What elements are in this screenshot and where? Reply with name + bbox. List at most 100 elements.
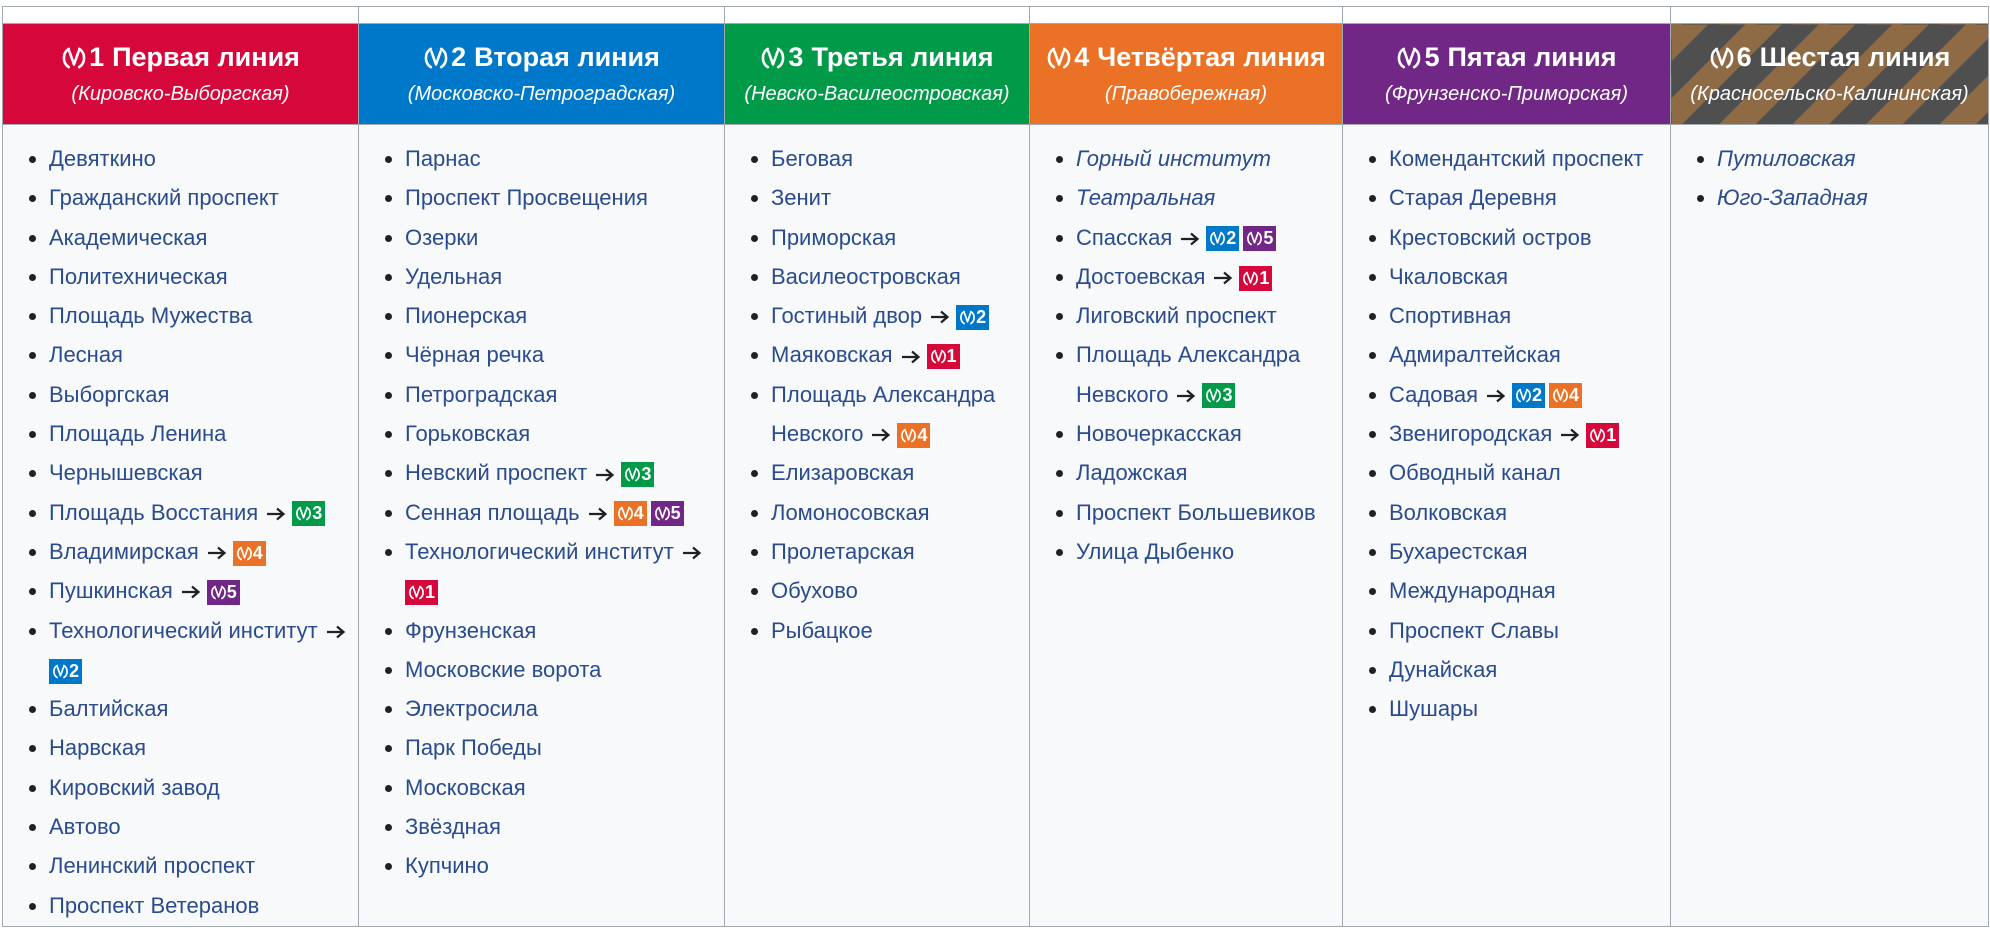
station-link[interactable]: Проспект Большевиков — [1076, 499, 1316, 525]
station-item: Комендантский проспект — [1389, 139, 1670, 178]
station-link[interactable]: Международная — [1389, 578, 1556, 604]
station-link[interactable]: Купчино — [405, 853, 489, 879]
station-link[interactable]: Площадь Ленина — [49, 421, 227, 447]
station-link[interactable]: Пролетарская — [771, 538, 915, 564]
station-link[interactable]: Площадь Александра Невского — [1076, 342, 1301, 407]
station-link[interactable]: Улица Дыбенко — [1076, 538, 1235, 564]
station-link[interactable]: Садовая — [1389, 381, 1479, 407]
transfer-badge: 2 — [49, 658, 83, 684]
station-link[interactable]: Московские ворота — [405, 656, 602, 682]
station-link[interactable]: Старая Деревня — [1389, 185, 1557, 211]
station-link[interactable]: Маяковская — [771, 342, 893, 368]
station-link[interactable]: Гостиный двор — [771, 303, 923, 329]
station-link[interactable]: Юго-Западная — [1717, 185, 1868, 211]
station-link[interactable]: Политехническая — [49, 263, 228, 289]
line-name: Шестая линия — [1759, 42, 1951, 72]
station-link[interactable]: Путиловская — [1717, 146, 1856, 171]
transfer-line-number: 4 — [633, 503, 644, 524]
station-link[interactable]: Адмиралтейская — [1389, 342, 1561, 368]
station-link[interactable]: Фрунзенская — [405, 617, 537, 643]
station-link[interactable]: Звенигородская — [1389, 421, 1553, 447]
station-link[interactable]: Девяткино — [49, 146, 156, 171]
station-link[interactable]: Обухово — [771, 578, 858, 604]
station-item: Проспект Просвещения — [405, 178, 724, 217]
station-item: Нарвская — [49, 728, 358, 767]
station-link[interactable]: Пионерская — [405, 303, 528, 329]
station-link[interactable]: Театральная — [1076, 185, 1216, 211]
station-link[interactable]: Сенная площадь — [405, 499, 580, 525]
station-link[interactable]: Технологический институт — [49, 617, 318, 643]
station-link[interactable]: Волковская — [1389, 499, 1508, 525]
station-link[interactable]: Проспект Славы — [1389, 617, 1559, 643]
station-link[interactable]: Спортивная — [1389, 303, 1512, 329]
station-item: Проспект Ветеранов — [49, 886, 358, 925]
station-link[interactable]: Рыбацкое — [771, 617, 873, 643]
station-link[interactable]: Достоевская — [1076, 263, 1206, 289]
station-link[interactable]: Удельная — [405, 263, 503, 289]
station-link[interactable]: Ладожская — [1076, 460, 1188, 486]
station-link[interactable]: Площадь Мужества — [49, 303, 253, 329]
line-header: 2 Вторая линия (Московско-Петроградская) — [358, 23, 725, 125]
station-link[interactable]: Звёздная — [405, 814, 501, 840]
station-link[interactable]: Невский проспект — [405, 460, 588, 486]
station-link[interactable]: Ленинский проспект — [49, 853, 256, 879]
station-item: Садовая 2 4 — [1389, 375, 1670, 414]
station-item: Новочеркасская — [1076, 414, 1342, 453]
station-link[interactable]: Балтийская — [49, 696, 169, 722]
transfer-badge: 5 — [1243, 226, 1277, 252]
station-link[interactable]: Крестовский остров — [1389, 224, 1592, 250]
station-link[interactable]: Проспект Просвещения — [405, 185, 648, 211]
station-link[interactable]: Автово — [49, 814, 121, 840]
station-item: Василеостровская — [771, 257, 1029, 296]
station-link[interactable]: Беговая — [771, 146, 854, 171]
station-link[interactable]: Площадь Восстания — [49, 499, 259, 525]
station-link[interactable]: Новочеркасская — [1076, 421, 1242, 447]
station-link[interactable]: Проспект Ветеранов — [49, 892, 260, 918]
station-link[interactable]: Московская — [405, 774, 526, 800]
station-link[interactable]: Академическая — [49, 224, 208, 250]
station-link[interactable]: Василеостровская — [771, 263, 961, 289]
station-link[interactable]: Приморская — [771, 224, 897, 250]
station-link[interactable]: Петроградская — [405, 381, 558, 407]
station-link[interactable]: Ломоносовская — [771, 499, 930, 525]
station-link[interactable]: Зенит — [771, 185, 832, 211]
station-link[interactable]: Горьковская — [405, 421, 531, 447]
station-link[interactable]: Нарвская — [49, 735, 147, 761]
station-item: Пионерская — [405, 296, 724, 335]
line-number: 5 — [1424, 42, 1440, 72]
station-link[interactable]: Выборгская — [49, 381, 170, 407]
station-item: Звенигородская 1 — [1389, 414, 1670, 453]
station-link[interactable]: Электросила — [405, 696, 538, 722]
transfer-badge: 2 — [956, 304, 990, 330]
station-link[interactable]: Дунайская — [1389, 656, 1498, 682]
station-link[interactable]: Гражданский проспект — [49, 185, 279, 211]
station-link[interactable]: Чернышевская — [49, 460, 203, 486]
station-link[interactable]: Спасская — [1076, 224, 1173, 250]
metro-logo — [617, 507, 633, 521]
station-link[interactable]: Лиговский проспект — [1076, 303, 1277, 329]
station-link[interactable]: Обводный канал — [1389, 460, 1561, 486]
station-link[interactable]: Шушары — [1389, 696, 1479, 722]
station-link[interactable]: Площадь Александра Невского — [771, 381, 996, 447]
station-link[interactable]: Чёрная речка — [405, 342, 545, 368]
station-link[interactable]: Пушкинская — [49, 578, 173, 604]
station-link[interactable]: Горный институт — [1076, 146, 1271, 171]
transfer-arrow — [267, 507, 286, 521]
line-title: 6 Шестая линия — [1671, 42, 1988, 73]
transfer-arrow — [588, 507, 607, 521]
station-link[interactable]: Бухарестская — [1389, 538, 1528, 564]
station-link[interactable]: Лесная — [49, 342, 123, 368]
station-link[interactable]: Елизаровская — [771, 460, 915, 486]
station-link[interactable]: Технологический институт — [405, 538, 674, 564]
station-link[interactable]: Комендантский проспект — [1389, 146, 1644, 171]
station-link[interactable]: Озерки — [405, 224, 479, 250]
station-link[interactable]: Владимирская — [49, 538, 199, 564]
transfer-arrow — [596, 468, 615, 481]
station-link[interactable]: Парк Победы — [405, 735, 542, 761]
transfer-line-number: 4 — [252, 542, 263, 563]
line-subtitle: (Московско-Петроградская) — [359, 83, 724, 106]
station-link[interactable]: Чкаловская — [1389, 263, 1509, 289]
station-link[interactable]: Парнас — [405, 146, 481, 171]
spacer-cell — [1029, 6, 1343, 24]
station-link[interactable]: Кировский завод — [49, 774, 220, 800]
